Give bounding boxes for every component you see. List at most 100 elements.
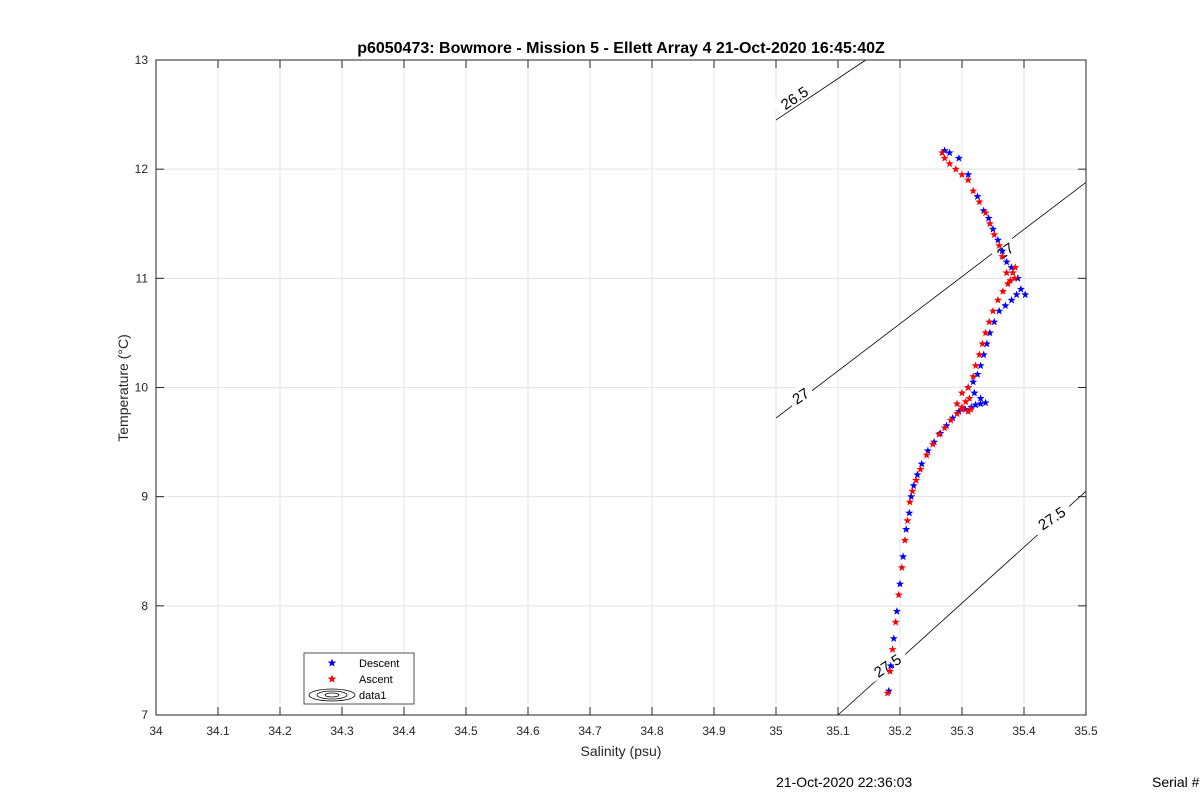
ascent-point [961, 397, 970, 406]
x-tick-label: 34 [149, 724, 163, 738]
descent-point [886, 661, 895, 670]
ascent-point [928, 440, 937, 448]
legend-descent-marker [327, 658, 337, 667]
descent-point [923, 446, 932, 455]
descent-point [954, 154, 963, 162]
ascent-point [940, 423, 949, 432]
x-tick-label: 34.7 [578, 724, 602, 738]
x-tick-label: 34.9 [702, 724, 726, 738]
x-tick-label: 34.4 [392, 724, 416, 738]
ascent-point [969, 186, 978, 195]
contour-label-group: 27 [784, 380, 815, 408]
descent-point [1007, 296, 1016, 304]
y-tick-label: 8 [141, 599, 148, 613]
ascent-point [998, 252, 1007, 260]
descent-point [945, 148, 954, 157]
ascent-point [964, 175, 973, 184]
x-tick-label: 34.5 [454, 724, 478, 738]
contour-line [775, 59, 866, 121]
ascent-point [938, 148, 947, 157]
descent-point [989, 225, 997, 233]
x-tick-label: 34.1 [206, 724, 230, 738]
ascent-point [922, 451, 931, 459]
contour-label-bg [989, 235, 1020, 263]
ascent-point [958, 405, 966, 413]
ascent-point [901, 536, 909, 544]
ascent-point [935, 430, 944, 438]
contour-label: 27 [789, 385, 812, 408]
y-tick-label: 9 [141, 490, 148, 504]
descent-point [896, 579, 904, 588]
legend: Descent Ascent data1 [303, 652, 415, 705]
ascent-point [1010, 274, 1019, 282]
descent-point [985, 328, 994, 337]
descent-point [892, 607, 901, 615]
ascent-point [940, 154, 949, 162]
ascent-point [894, 590, 903, 599]
descent-point [1013, 274, 1022, 282]
ascent-series [883, 148, 1020, 697]
ascent-point [1008, 268, 1017, 277]
ascent-point [946, 416, 955, 424]
ascent-point [951, 165, 960, 173]
ascent-point [903, 516, 912, 525]
footer-timestamp: 21-Oct-2020 22:36:03 [776, 774, 913, 790]
descent-point [976, 361, 985, 370]
x-axis-label: Salinity (psu) [581, 743, 662, 759]
y-tick-label: 12 [135, 162, 149, 176]
descent-point [930, 437, 939, 446]
ascent-point [891, 618, 900, 626]
descent-point [981, 398, 990, 407]
legend-box [303, 652, 415, 705]
descent-point [998, 246, 1007, 255]
ascent-point [964, 407, 973, 415]
descent-point [971, 400, 980, 409]
ascent-point [908, 487, 917, 495]
x-tick-label: 34.3 [330, 724, 354, 738]
ascent-point [971, 361, 980, 370]
descent-point [970, 388, 979, 397]
contour-label-bg [1028, 498, 1073, 536]
descent-point [899, 552, 908, 561]
legend-ascent-marker [327, 674, 337, 683]
descent-point [964, 170, 973, 178]
ascent-point [1011, 263, 1020, 271]
ascent-point [981, 208, 990, 217]
descent-point [994, 235, 1002, 244]
ascent-point [888, 645, 897, 653]
y-tick-label: 11 [136, 271, 149, 285]
ascent-point [965, 394, 974, 402]
ascent-point [985, 219, 994, 228]
descent-point [907, 492, 916, 501]
ascent-point [1003, 279, 1012, 288]
descent-series [884, 146, 1030, 695]
descent-point [982, 339, 991, 348]
x-axis-ticks: 34 34.1 34.2 34.3 34.4 34.5 34.6 34.7 34.8 34.9 35… [149, 60, 1098, 738]
descent-point [1016, 285, 1025, 293]
descent-point [976, 399, 985, 408]
descent-point [940, 146, 949, 154]
descent-point [1002, 257, 1011, 266]
ascent-point [990, 230, 999, 239]
x-tick-label: 34.6 [516, 724, 540, 738]
descent-point [1007, 263, 1016, 271]
legend-data1-label: data1 [359, 690, 387, 702]
descent-point [995, 306, 1004, 315]
ascent-point [883, 689, 892, 697]
descent-point [990, 317, 999, 326]
descent-point [948, 413, 957, 422]
descent-point [905, 508, 914, 517]
x-tick-label: 35.5 [1074, 724, 1098, 738]
descent-point [902, 525, 911, 533]
descent-point [973, 192, 982, 200]
ascent-point [953, 399, 961, 408]
ascent-point [985, 317, 994, 326]
descent-point [984, 214, 993, 222]
ascent-point [1002, 268, 1011, 277]
descent-point [936, 429, 945, 437]
ascent-point [912, 476, 921, 484]
ascent-point [886, 667, 895, 675]
descent-point [1012, 290, 1021, 299]
